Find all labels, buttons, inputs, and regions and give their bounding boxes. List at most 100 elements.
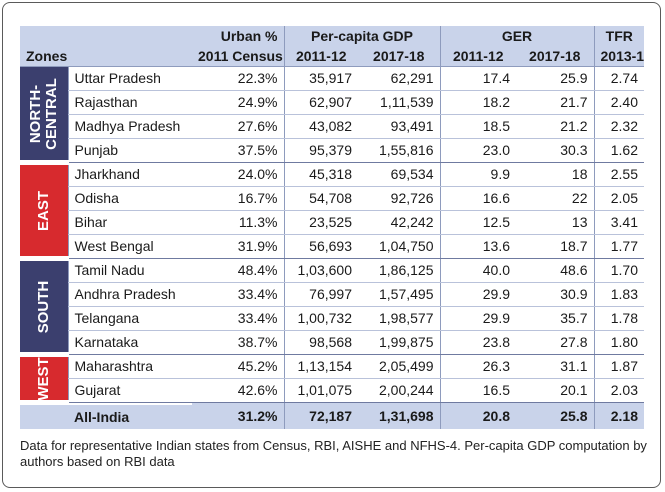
ger-2017-cell: 18 — [516, 162, 594, 187]
gdp-2017-cell: 1,99,875 — [358, 330, 440, 355]
gdp-2017-cell: 2,00,244 — [358, 378, 440, 403]
total-ger-2017-cell: 25.8 — [516, 402, 594, 429]
tfr-cell: 1.87 — [593, 354, 644, 379]
state-name: Uttar Pradesh — [67, 66, 192, 91]
state-name: Rajasthan — [67, 90, 192, 115]
ger-2017-cell: 20.1 — [516, 378, 594, 403]
gdp-2011-cell: 56,693 — [283, 234, 358, 259]
urban-cell: 33.4% — [192, 282, 284, 307]
zone-label-line: NORTH- — [26, 84, 44, 143]
data-table: Urban % Per-capita GDP GER TFR Zones 201… — [20, 26, 644, 429]
gdp-2011-cell: 54,708 — [283, 186, 358, 211]
table-row: Karnataka 38.7% 98,568 1,99,875 23.8 27.8 1.80 — [20, 330, 644, 355]
tfr-cell: 1.78 — [593, 306, 644, 331]
ger-2017-cell: 22 — [516, 186, 594, 211]
urban-cell: 37.5% — [192, 138, 284, 163]
ger-2011-cell: 18.2 — [439, 90, 516, 115]
tfr-cell: 2.32 — [593, 114, 644, 139]
urban-cell: 11.3% — [192, 210, 284, 235]
gdp-2017-cell: 1,57,495 — [358, 282, 440, 307]
gdp-2011-cell: 1,01,075 — [283, 378, 358, 403]
urban-cell: 24.0% — [192, 162, 284, 187]
gdp-2017-cell: 62,291 — [358, 66, 440, 91]
table-row: Odisha 16.7% 54,708 92,726 16.6 22 2.05 — [20, 186, 644, 211]
urban-cell: 22.3% — [192, 66, 284, 91]
ger-2017-cell: 30.3 — [516, 138, 594, 163]
zone-label: EAST — [34, 190, 52, 231]
total-row: All-India 31.2% 72,187 1,31,698 20.8 25.8 2.18 — [20, 402, 644, 429]
gdp-2017-cell: 2,05,499 — [358, 354, 440, 379]
header-zones: Zones — [20, 46, 192, 67]
tfr-cell: 1.70 — [593, 258, 644, 283]
zone-label-line: EAST — [34, 190, 52, 231]
table-row: West Bengal 31.9% 56,693 1,04,750 13.6 18.7 1.… — [20, 234, 644, 259]
table-row: Punjab 37.5% 95,379 1,55,816 23.0 30.3 1.62 — [20, 138, 644, 163]
state-name: Punjab — [67, 138, 192, 163]
ger-2011-cell: 16.6 — [439, 186, 516, 211]
ger-2011-cell: 9.9 — [439, 162, 516, 187]
urban-cell: 27.6% — [192, 114, 284, 139]
table-row: Bihar 11.3% 23,525 42,242 12.5 13 3.41 — [20, 210, 644, 235]
table-row: NORTH- CENTRAL Uttar Pradesh 22.3% 35,917 62,… — [20, 66, 644, 165]
header-tfr: TFR — [593, 26, 644, 46]
state-name: Andhra Pradesh — [67, 282, 192, 307]
state-name: Madhya Pradesh — [67, 114, 192, 139]
zone-label-cell: SOUTH — [20, 258, 68, 357]
gdp-2017-cell: 1,98,577 — [358, 306, 440, 331]
tfr-cell: 2.40 — [593, 90, 644, 115]
state-name: Bihar — [67, 210, 192, 235]
zone-label-line: WEST — [34, 356, 52, 401]
ger-2011-cell: 29.9 — [439, 306, 516, 331]
gdp-2011-cell: 45,318 — [283, 162, 358, 187]
table-body: NORTH- CENTRAL Uttar Pradesh 22.3% 35,917 62,… — [20, 66, 644, 429]
total-gdp-2011-cell: 72,187 — [283, 402, 358, 429]
total-label: All-India — [20, 402, 192, 429]
gdp-2017-cell: 1,04,750 — [358, 234, 440, 259]
table-row: Gujarat 42.6% 1,01,075 2,00,244 16.5 20.1 2.03 — [20, 378, 644, 403]
urban-cell: 38.7% — [192, 330, 284, 355]
urban-cell: 31.9% — [192, 234, 284, 259]
ger-2011-cell: 40.0 — [439, 258, 516, 283]
header-gdp: Per-capita GDP — [283, 26, 440, 46]
zone-label: NORTH- CENTRAL — [26, 77, 60, 150]
urban-cell: 48.4% — [192, 258, 284, 283]
total-gdp-2017-cell: 1,31,698 — [358, 402, 440, 429]
gdp-2011-cell: 98,568 — [283, 330, 358, 355]
total-ger-2011-cell: 20.8 — [439, 402, 516, 429]
ger-2011-cell: 18.5 — [439, 114, 516, 139]
ger-2017-cell: 25.9 — [516, 66, 594, 91]
ger-2011-cell: 13.6 — [439, 234, 516, 259]
urban-cell: 24.9% — [192, 90, 284, 115]
ger-2017-cell: 31.1 — [516, 354, 594, 379]
state-name: West Bengal — [67, 234, 192, 259]
ger-2017-cell: 30.9 — [516, 282, 594, 307]
zone-label-cell: NORTH- CENTRAL — [20, 66, 68, 165]
header-ger: GER — [439, 26, 594, 46]
urban-cell: 45.2% — [192, 354, 284, 379]
urban-cell: 16.7% — [192, 186, 284, 211]
ger-2017-cell: 35.7 — [516, 306, 594, 331]
footnote: Data for representative Indian states fr… — [20, 438, 647, 469]
header-tfr-sub: 2013-15 — [593, 46, 644, 67]
table-row: Telangana 33.4% 1,00,732 1,98,577 29.9 35.7 1.… — [20, 306, 644, 331]
total-urban-cell: 31.2% — [192, 402, 284, 429]
header-blank — [20, 26, 192, 46]
zone-label-line: CENTRAL — [42, 77, 60, 150]
gdp-2011-cell: 76,997 — [283, 282, 358, 307]
gdp-2011-cell: 1,03,600 — [283, 258, 358, 283]
ger-2017-cell: 21.7 — [516, 90, 594, 115]
tfr-cell: 2.03 — [593, 378, 644, 403]
tfr-cell: 1.83 — [593, 282, 644, 307]
urban-cell: 42.6% — [192, 378, 284, 403]
gdp-2017-cell: 1,11,539 — [358, 90, 440, 115]
gdp-2017-cell: 1,86,125 — [358, 258, 440, 283]
ger-2017-cell: 13 — [516, 210, 594, 235]
total-tfr-cell: 2.18 — [593, 402, 644, 429]
state-name: Jharkhand — [67, 162, 192, 187]
header-urban: Urban % — [192, 26, 284, 46]
ger-2017-cell: 48.6 — [516, 258, 594, 283]
gdp-2011-cell: 43,082 — [283, 114, 358, 139]
table-row: EAST Jharkhand 24.0% 45,318 69,534 9.9 18 2.55 — [20, 162, 644, 261]
zone-label: SOUTH — [35, 280, 52, 333]
tfr-cell: 3.41 — [593, 210, 644, 235]
